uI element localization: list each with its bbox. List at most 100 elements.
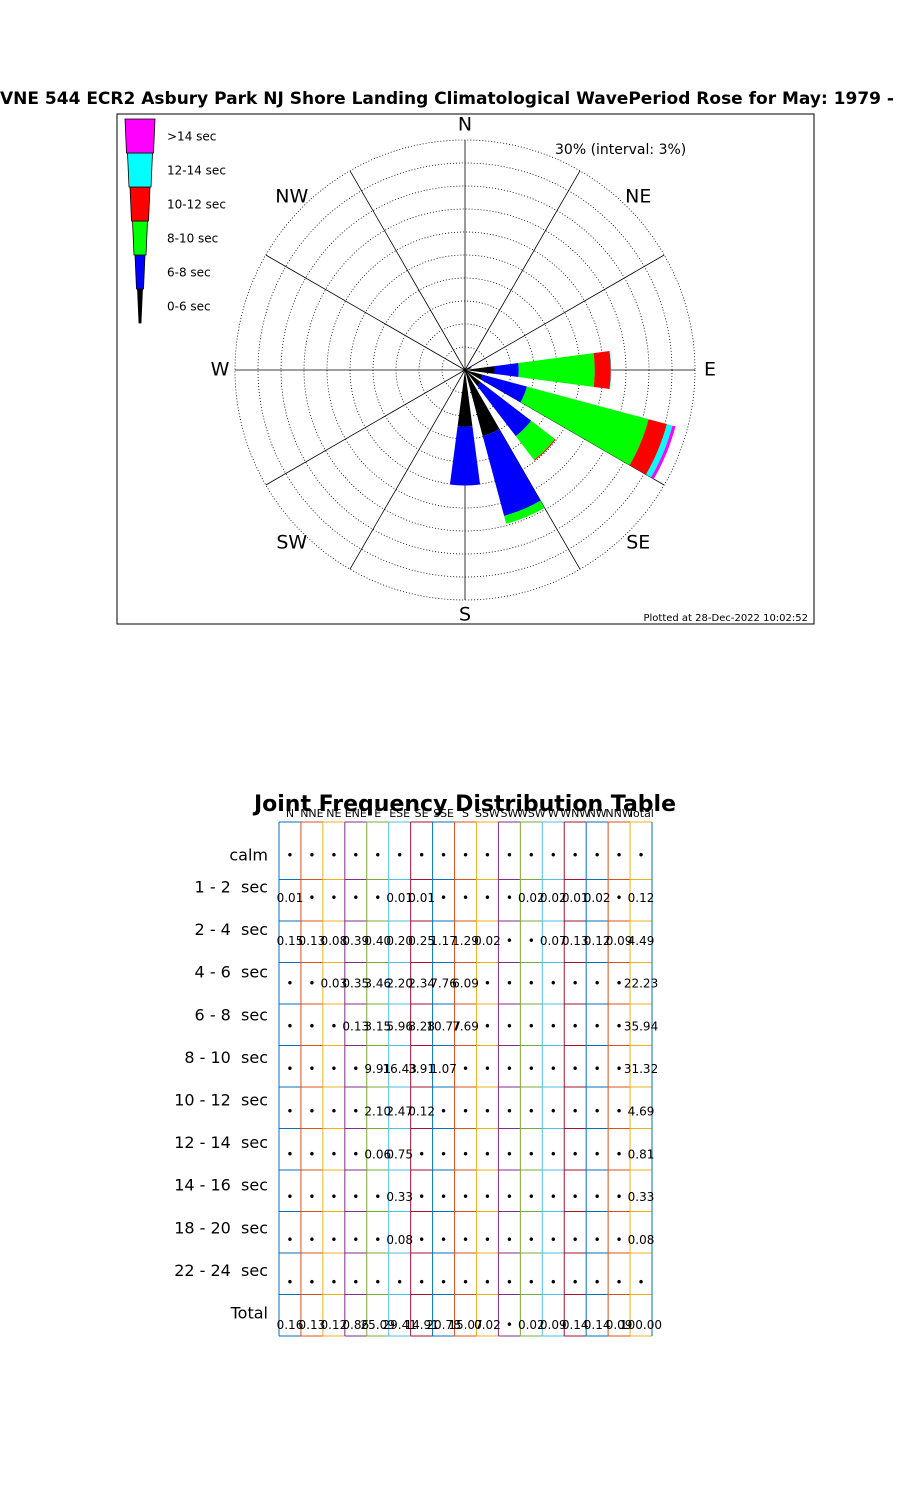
- table-cell: •: [484, 977, 491, 991]
- table-cell: •: [352, 1233, 359, 1247]
- table-cell: 0.01: [277, 891, 304, 905]
- table-cell: •: [330, 1019, 337, 1033]
- table-cell: •: [286, 849, 293, 863]
- table-cell: •: [528, 1019, 535, 1033]
- table-cell: •: [506, 891, 513, 905]
- table-cell: •: [286, 1062, 293, 1076]
- table-cell: 31.32: [624, 1062, 658, 1076]
- table-cell: •: [352, 891, 359, 905]
- table-cell: •: [308, 1147, 315, 1161]
- wedge: [481, 374, 527, 403]
- table-cell: •: [484, 1276, 491, 1290]
- spoke: [265, 369, 466, 486]
- wedge: [465, 370, 481, 386]
- table-cell: •: [528, 977, 535, 991]
- table-cell: •: [594, 977, 601, 991]
- table-cell: 0.35: [342, 977, 369, 991]
- table-cell: •: [286, 1147, 293, 1161]
- table-cell: •: [374, 1190, 381, 1204]
- wedge: [629, 419, 667, 475]
- annotation: 30% (interval: 3%): [555, 142, 686, 158]
- table-cell: 1.29: [452, 934, 479, 948]
- row-label: 22 - 24 sec: [174, 1261, 268, 1280]
- table-cell: •: [308, 1233, 315, 1247]
- table-cell: •: [484, 891, 491, 905]
- table-cell: •: [594, 1062, 601, 1076]
- row-label: Total: [230, 1304, 268, 1323]
- plot-frame: [116, 113, 815, 625]
- table-cell: 0.09: [540, 1318, 567, 1332]
- table-cell: •: [462, 1105, 469, 1119]
- wedge: [457, 370, 473, 427]
- table-cell: 0.09: [606, 1318, 633, 1332]
- table-cell: •: [440, 1147, 447, 1161]
- table-cell: •: [506, 1105, 513, 1119]
- table-cell: 14.91: [404, 1318, 438, 1332]
- table-cell: •: [440, 849, 447, 863]
- column-header: SE: [415, 807, 429, 820]
- table-cell: •: [594, 1190, 601, 1204]
- table-cell: •: [616, 849, 623, 863]
- table-cell: 3.15: [364, 1019, 391, 1033]
- table-cell: •: [594, 1147, 601, 1161]
- table-title: Joint Frequency Distribution Table: [252, 792, 676, 817]
- table-cell: •: [308, 1062, 315, 1076]
- table-cell: •: [528, 1062, 535, 1076]
- column-header: NNW: [605, 807, 632, 820]
- table-cell: 0.33: [386, 1190, 413, 1204]
- table-cell: •: [374, 1233, 381, 1247]
- table-cell: 0.40: [364, 934, 391, 948]
- table-cell: 0.08: [386, 1233, 413, 1247]
- table-cell: 0.20: [386, 934, 413, 948]
- table-cell: •: [308, 1019, 315, 1033]
- table-cell: •: [616, 1233, 623, 1247]
- table-cell: •: [550, 849, 557, 863]
- table-cell: •: [330, 1233, 337, 1247]
- table-cell: •: [572, 1105, 579, 1119]
- wedge: [464, 369, 465, 370]
- table-cell: 0.86: [342, 1318, 369, 1332]
- legend-swatch: [124, 118, 156, 154]
- legend-swatch: [132, 220, 148, 256]
- legend-swatch: [129, 186, 151, 222]
- table-cell: 29.41: [382, 1318, 416, 1332]
- table-cell: 0.16: [277, 1318, 304, 1332]
- direction-label: SW: [276, 532, 307, 554]
- table-cell: •: [330, 1062, 337, 1076]
- table-cell: 1.17: [430, 934, 457, 948]
- row-label: 1 - 2 sec: [195, 878, 268, 897]
- table-cell: 4.49: [628, 934, 655, 948]
- column-header: SW: [500, 807, 518, 820]
- table-cell: •: [308, 891, 315, 905]
- table-cell: •: [572, 1062, 579, 1076]
- legend-label: 8-10 sec: [167, 232, 218, 246]
- table-cell: •: [616, 1147, 623, 1161]
- legend-label: 0-6 sec: [167, 300, 211, 314]
- table-cell: •: [418, 1147, 425, 1161]
- table-cell: •: [506, 1019, 513, 1033]
- chart-title: VNE 544 ECR2 Asbury Park NJ Shore Landin…: [0, 89, 900, 109]
- table-cell: •: [506, 1147, 513, 1161]
- wedge: [465, 370, 483, 380]
- table-cell: 8.28: [408, 1019, 435, 1033]
- column-header: SSW: [475, 807, 500, 820]
- table-cell: •: [572, 849, 579, 863]
- table-cell: •: [528, 934, 535, 948]
- wedge: [504, 500, 545, 524]
- wedge: [609, 350, 612, 390]
- table-cell: 6.09: [452, 977, 479, 991]
- table-cell: •: [506, 1318, 513, 1332]
- wedge: [465, 366, 495, 374]
- table-cell: •: [506, 849, 513, 863]
- column-header: WSW: [517, 807, 546, 820]
- table-cell: 2.10: [364, 1105, 391, 1119]
- column-header: NNE: [300, 807, 323, 820]
- spoke: [464, 170, 581, 371]
- table-cell: •: [572, 1276, 579, 1290]
- table-cell: •: [308, 977, 315, 991]
- table-cell: 3.46: [364, 977, 391, 991]
- table-cell: 0.12: [408, 1105, 435, 1119]
- table-cell: •: [572, 1190, 579, 1204]
- table-cell: •: [308, 1105, 315, 1119]
